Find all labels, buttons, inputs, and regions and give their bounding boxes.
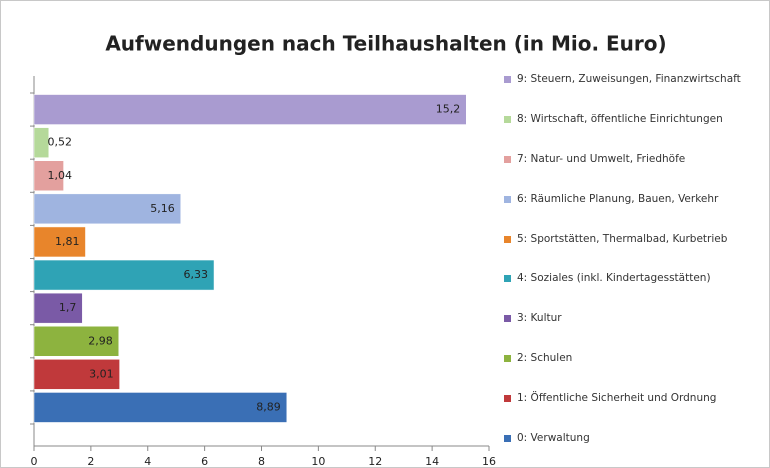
legend-label: 9: Steuern, Zuweisungen, Finanzwirtschaf… (517, 73, 741, 85)
x-tick-label: 0 (31, 455, 38, 467)
bar (33, 292, 83, 324)
legend-label: 1: Öffentliche Sicherheit und Ordnung (517, 392, 717, 404)
chart-title: Aufwendungen nach Teilhaushalten (in Mio… (105, 32, 666, 56)
bar (33, 259, 215, 291)
data-label: 8,89 (256, 400, 281, 413)
legend-item: 8: Wirtschaft, öffentliche Einrichtungen (504, 111, 766, 128)
legend-swatch (504, 434, 511, 442)
legend-swatch (504, 155, 511, 163)
data-label: 1,7 (59, 301, 77, 314)
x-tick-label: 12 (368, 455, 382, 467)
legend-item: 9: Steuern, Zuweisungen, Finanzwirtschaf… (504, 71, 766, 88)
bar (33, 127, 50, 158)
legend-label: 0: Verwaltung (517, 431, 590, 444)
x-tick-label: 4 (144, 455, 151, 467)
legend-label: 5: Sportstätten, Thermalbad, Kurbetrieb (517, 232, 728, 245)
legend-item: 1: Öffentliche Sicherheit und Ordnung (504, 390, 766, 407)
x-tick-label: 6 (201, 455, 208, 467)
bar (33, 359, 120, 390)
legend-item: 4: Soziales (inkl. Kindertagesstätten) (504, 270, 766, 287)
legend-swatch (504, 395, 511, 402)
legend-item: 6: Räumliche Planung, Bauen, Verkehr (504, 191, 766, 208)
data-label: 1,81 (55, 235, 80, 248)
bar (33, 226, 86, 258)
legend-swatch (504, 195, 511, 203)
legend-item: 7: Natur- und Umwelt, Friedhöfe (504, 151, 766, 168)
legend-item: 5: Sportstätten, Thermalbad, Kurbetrieb (504, 231, 766, 248)
legend-swatch (504, 315, 511, 323)
legend: 9: Steuern, Zuweisungen, Finanzwirtschaf… (504, 71, 766, 447)
legend-swatch (504, 275, 511, 283)
data-label: 2,98 (88, 334, 113, 347)
bar (33, 160, 64, 191)
legend-item: 3: Kultur (504, 310, 766, 327)
legend-label: 6: Räumliche Planung, Bauen, Verkehr (517, 192, 719, 205)
x-tick-label: 16 (482, 455, 496, 467)
bar (33, 326, 119, 357)
x-tick-label: 14 (425, 455, 439, 467)
x-tick-label: 8 (258, 455, 265, 467)
legend-label: 2: Schulen (517, 352, 573, 365)
legend-item: 2: Schulen (504, 350, 766, 367)
x-tick-label: 10 (311, 455, 325, 467)
legend-label: 4: Soziales (inkl. Kindertagesstätten) (517, 272, 711, 285)
data-label: 3,01 (89, 367, 114, 380)
legend-swatch (504, 355, 511, 363)
data-label: 6,33 (184, 268, 209, 281)
legend-label: 8: Wirtschaft, öffentliche Einrichtungen (517, 112, 723, 125)
legend-swatch (504, 76, 511, 83)
bar (33, 94, 467, 125)
data-label: 1,04 (48, 169, 73, 182)
legend-item: 0: Verwaltung (504, 430, 766, 447)
legend-swatch (504, 115, 511, 123)
legend-swatch (504, 235, 511, 243)
data-label: 5,16 (150, 202, 175, 215)
data-label: 0,52 (48, 136, 73, 149)
bar (33, 193, 181, 225)
bar (33, 392, 288, 423)
legend-label: 3: Kultur (517, 312, 562, 325)
data-label: 15,2 (436, 103, 461, 116)
x-tick-label: 2 (87, 455, 94, 467)
legend-label: 7: Natur- und Umwelt, Friedhöfe (517, 152, 686, 165)
